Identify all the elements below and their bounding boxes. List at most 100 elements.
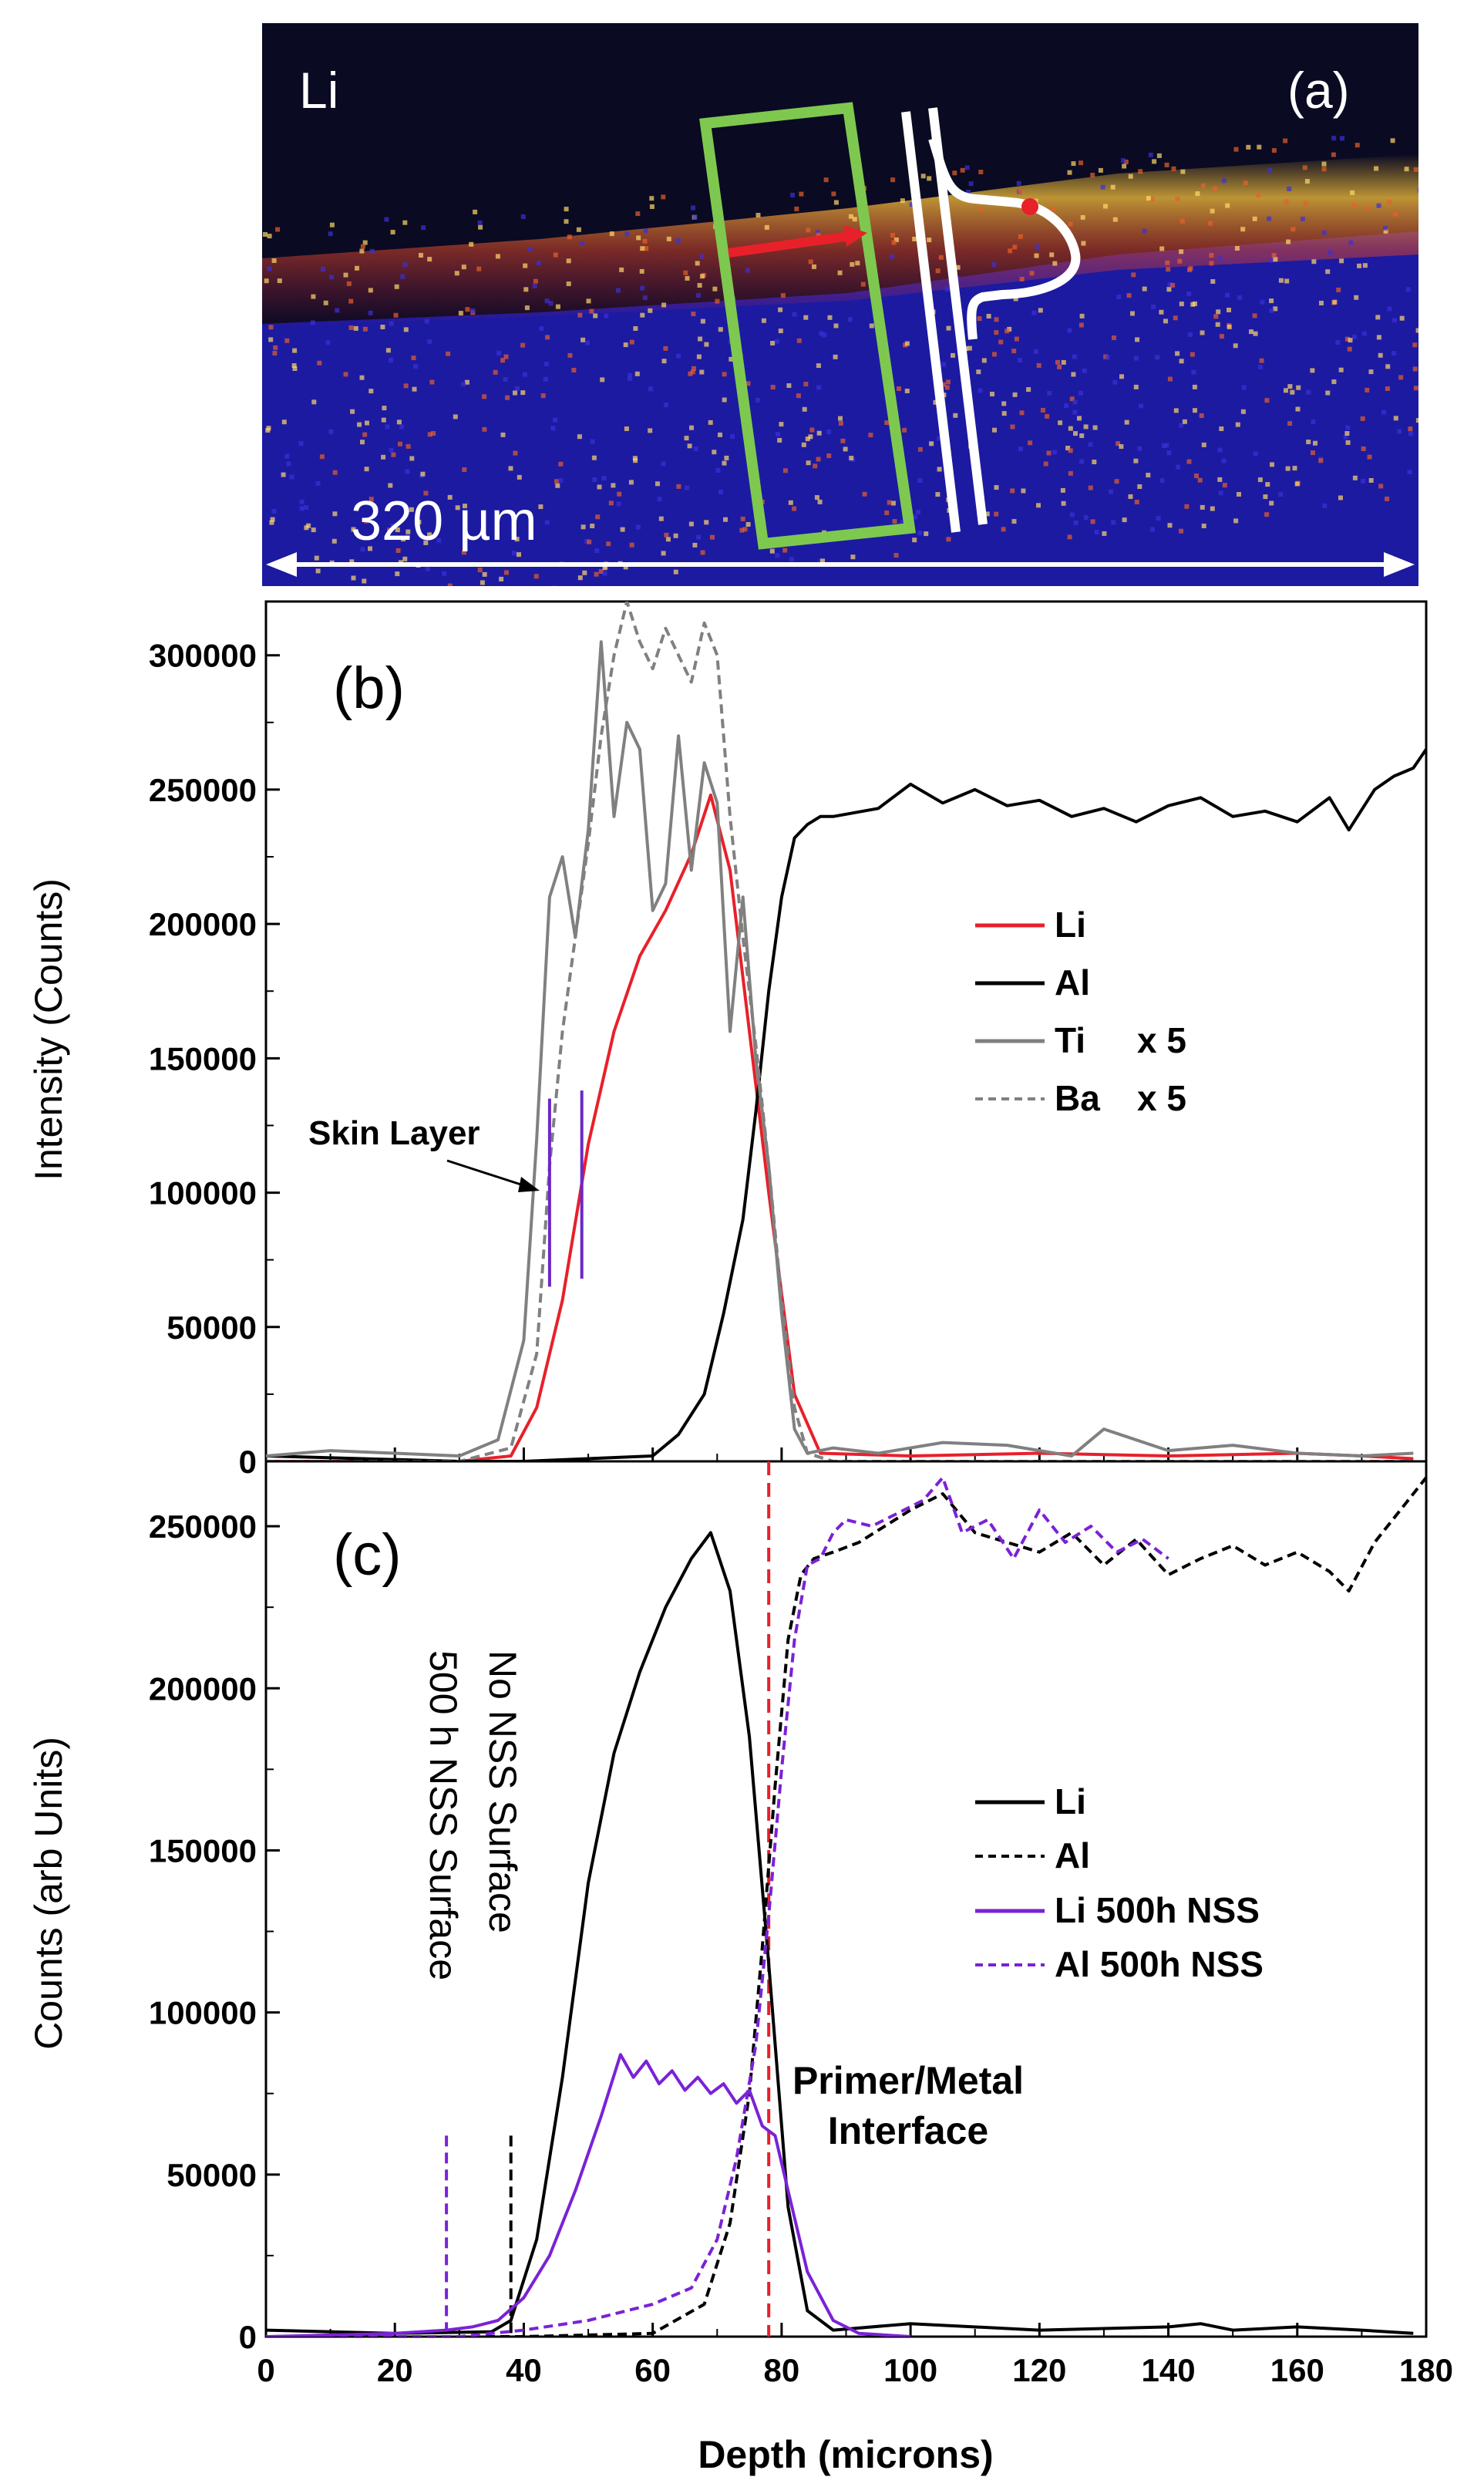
map-speckle — [427, 432, 432, 437]
map-speckle — [473, 209, 478, 214]
map-speckle — [661, 302, 667, 308]
map-speckle — [602, 571, 607, 576]
map-speckle — [1328, 250, 1333, 255]
map-speckle — [889, 254, 894, 259]
map-speckle — [816, 457, 821, 462]
map-speckle — [764, 224, 769, 230]
map-speckle — [984, 511, 990, 517]
map-speckle — [1081, 241, 1086, 246]
map-speckle — [390, 230, 395, 234]
map-speckle — [1284, 199, 1289, 204]
map-speckle — [1055, 359, 1060, 365]
map-speckle — [634, 371, 640, 376]
map-speckle — [554, 479, 559, 484]
map-speckle — [1378, 484, 1384, 489]
map-speckle — [520, 342, 526, 348]
map-speckle — [924, 531, 929, 537]
map-speckle — [695, 261, 700, 266]
map-speckle — [425, 566, 430, 571]
map-speckle — [536, 261, 541, 265]
map-speckle — [849, 456, 854, 460]
map-speckle — [329, 275, 335, 280]
map-speckle — [359, 248, 365, 254]
map-speckle — [808, 259, 813, 265]
map-speckle — [609, 231, 614, 237]
map-speckle — [739, 527, 745, 533]
map-speckle — [1116, 441, 1121, 447]
map-speckle — [1149, 197, 1155, 202]
map-speckle — [676, 353, 681, 359]
map-speckle — [580, 241, 585, 246]
map-speckle — [688, 521, 694, 527]
map-speckle — [365, 420, 369, 426]
map-speckle — [927, 238, 932, 243]
map-speckle — [1335, 340, 1341, 345]
map-speckle — [1064, 403, 1068, 409]
map-speckle — [640, 246, 645, 251]
map-speckle — [362, 432, 368, 437]
y-tick-label: 50000 — [167, 1309, 257, 1346]
map-speckle — [328, 231, 333, 237]
map-speckle — [852, 217, 857, 222]
map-speckle — [1133, 384, 1139, 389]
map-speckle — [685, 275, 690, 281]
map-speckle — [335, 308, 340, 313]
map-speckle — [790, 193, 796, 197]
map-speckle — [1209, 261, 1214, 266]
map-speckle — [745, 381, 751, 386]
map-speckle — [1338, 367, 1344, 372]
map-speckle — [396, 420, 402, 425]
map-speckle — [1049, 252, 1055, 258]
map-speckle — [523, 287, 529, 292]
map-speckle — [539, 326, 544, 331]
map-speckle — [368, 497, 374, 502]
map-speckle — [550, 426, 556, 431]
map-speckle — [1190, 352, 1195, 357]
map-speckle — [1079, 459, 1085, 464]
map-speckle — [1350, 190, 1355, 195]
y-tick-label: 250000 — [149, 772, 257, 808]
map-speckle — [1219, 334, 1224, 339]
map-speckle — [271, 508, 277, 514]
series-line-li-500h-nss — [266, 2053, 911, 2337]
map-speckle — [595, 514, 601, 520]
li-map-panel: Li (a) 320 µm — [262, 23, 1418, 586]
map-speckle — [362, 240, 368, 245]
map-speckle — [900, 520, 905, 525]
map-speckle — [862, 491, 867, 497]
map-speckle — [833, 200, 839, 205]
map-speckle — [460, 382, 466, 387]
map-speckle — [718, 432, 722, 437]
map-speckle — [394, 284, 399, 289]
map-speckle — [1130, 311, 1135, 316]
map-speckle — [1348, 240, 1354, 245]
map-speckle — [661, 551, 666, 556]
map-speckle — [1332, 299, 1338, 305]
map-speckle — [593, 313, 598, 318]
map-speckle — [700, 318, 705, 324]
map-speckle — [419, 253, 423, 258]
map-speckle — [1038, 308, 1043, 313]
map-speckle — [1046, 450, 1052, 456]
map-speckle — [1311, 450, 1315, 456]
map-speckle — [1233, 343, 1238, 349]
map-speckle — [843, 447, 848, 452]
map-speckle — [786, 383, 792, 388]
map-speckle — [1269, 298, 1274, 304]
map-speckle — [1057, 364, 1062, 369]
map-speckle — [1249, 329, 1253, 335]
map-speckle — [1291, 227, 1296, 232]
map-speckle — [1190, 302, 1196, 307]
map-speckle — [389, 321, 394, 326]
map-speckle — [833, 354, 838, 359]
map-speckle — [1159, 309, 1164, 315]
map-speckle — [387, 527, 392, 533]
map-speckle — [1339, 258, 1344, 264]
map-speckle — [384, 217, 389, 222]
map-speckle — [553, 417, 558, 423]
map-speckle — [1090, 519, 1095, 524]
map-speckle — [597, 484, 602, 490]
map-speckle — [496, 350, 502, 356]
map-speckle — [1116, 295, 1122, 299]
map-speckle — [266, 426, 271, 431]
